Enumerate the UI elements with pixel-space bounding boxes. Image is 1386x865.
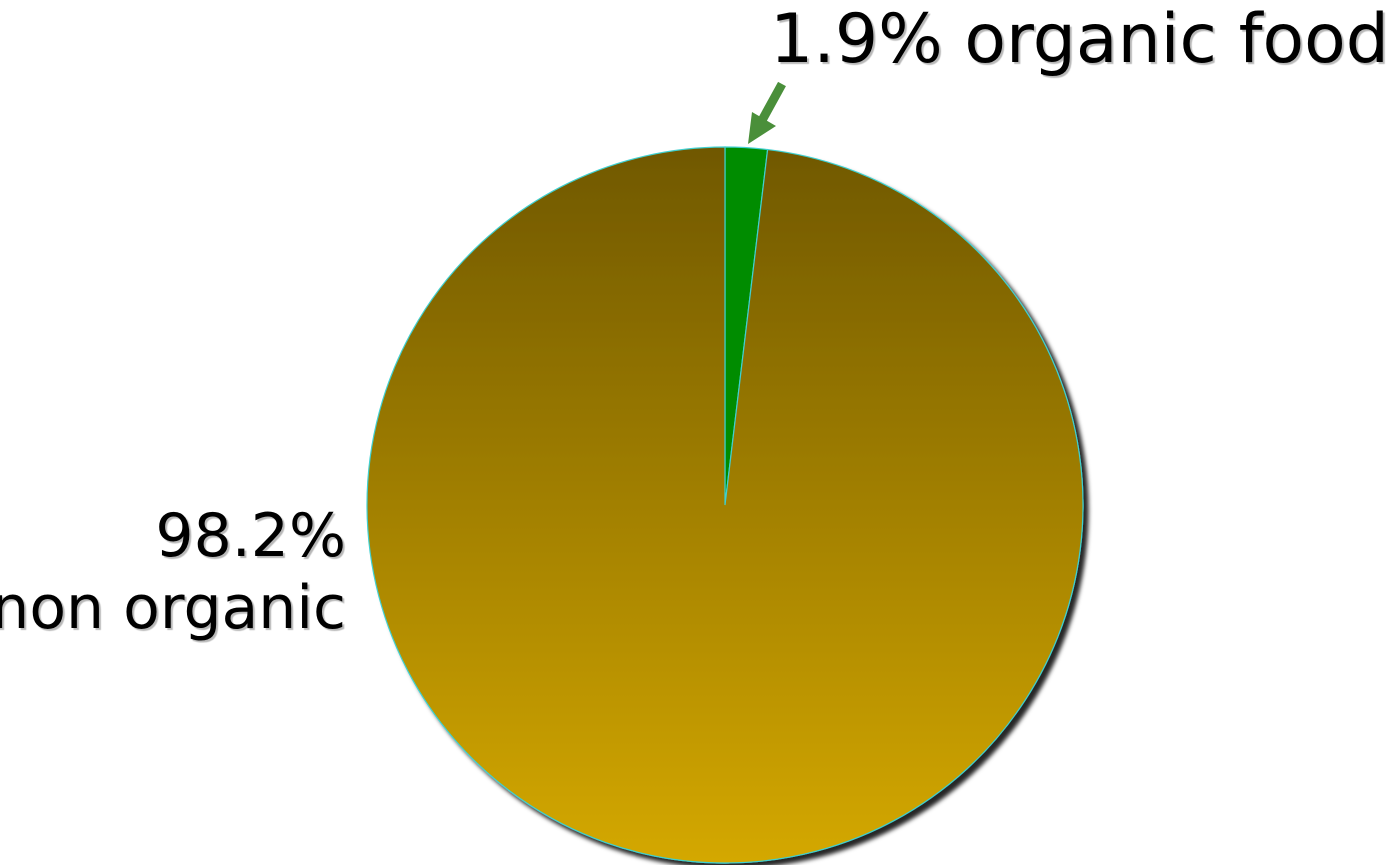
slice-label-nonorganic-name: non organic <box>0 573 346 643</box>
slice-label-nonorganic: 98.2% non organic <box>0 500 346 644</box>
slice-label-nonorganic-pct: 98.2% <box>155 501 346 571</box>
pie-slice-non-organic <box>366 146 1084 864</box>
pointer-arrow <box>748 81 786 144</box>
pie-slices <box>366 146 1084 864</box>
slice-label-organic: 1.9% organic food <box>770 0 1386 79</box>
